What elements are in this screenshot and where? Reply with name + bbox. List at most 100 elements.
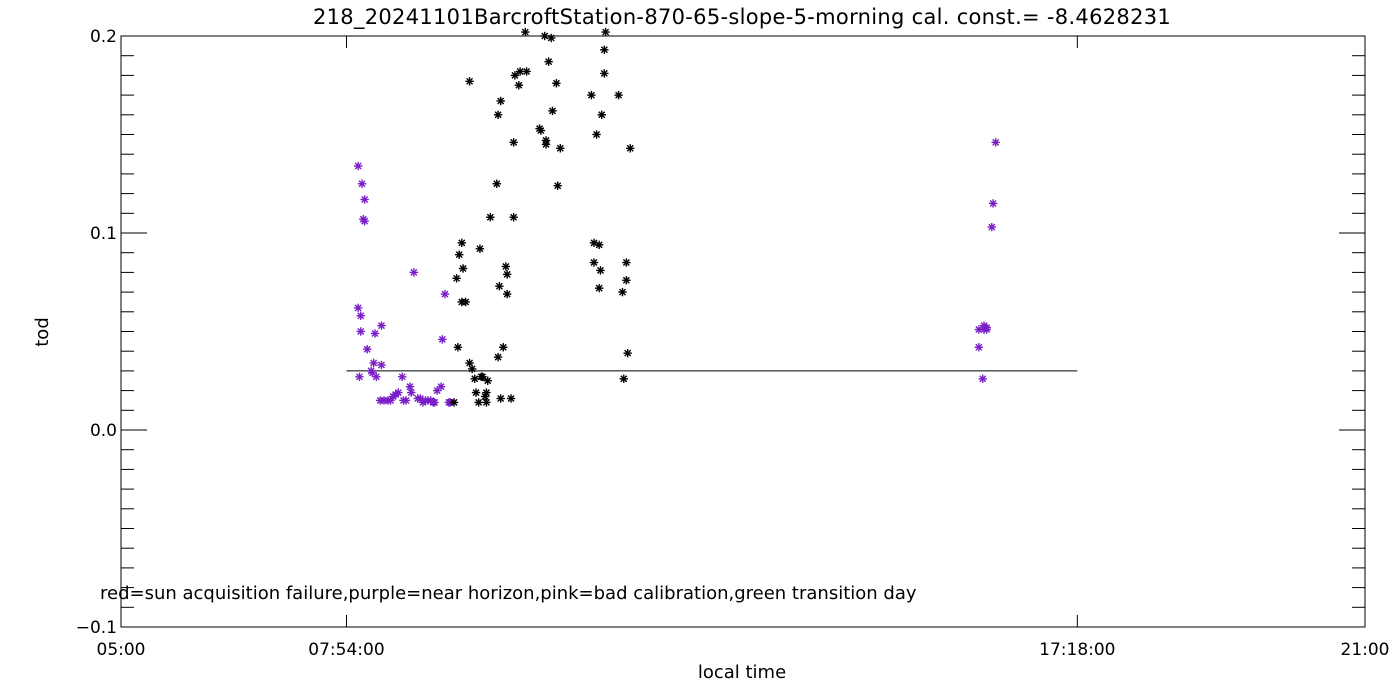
data-point	[600, 69, 609, 78]
data-point-near-horizon	[397, 372, 407, 382]
x-tick-label: 17:18:00	[1039, 640, 1115, 660]
data-point	[589, 258, 599, 267]
data-point	[501, 262, 511, 271]
data-point	[496, 96, 505, 106]
data-point-near-horizon	[368, 368, 377, 378]
data-point-near-horizon	[988, 199, 998, 208]
data-point	[506, 394, 516, 403]
data-point-near-horizon	[377, 360, 386, 370]
data-point	[502, 270, 512, 279]
data-point-near-horizon	[405, 382, 415, 391]
data-point-near-horizon	[409, 268, 419, 277]
data-point-near-horizon	[440, 289, 450, 299]
x-axis-ticks	[120, 36, 1366, 627]
data-point	[540, 31, 549, 41]
data-point-near-horizon	[355, 372, 364, 382]
x-axis-title: local time	[698, 662, 786, 683]
data-point-near-horizon	[430, 398, 439, 407]
data-point	[547, 33, 556, 43]
data-point	[453, 343, 463, 352]
data-point-near-horizon	[369, 358, 378, 368]
data-point	[592, 130, 601, 139]
data-point	[467, 364, 477, 374]
y-tick-label: 0.0	[90, 421, 117, 441]
data-point	[482, 388, 491, 397]
data-point	[514, 81, 524, 90]
data-point	[492, 179, 501, 188]
data-point	[619, 374, 628, 383]
data-point	[493, 110, 503, 119]
data-point	[548, 106, 557, 116]
data-point	[623, 348, 632, 358]
data-point	[455, 250, 464, 259]
data-point	[626, 144, 635, 153]
data-point	[622, 258, 631, 267]
data-point-near-horizon	[407, 388, 416, 397]
data-point	[544, 57, 553, 66]
data-point-near-horizon	[363, 345, 372, 354]
chart-title: 218_20241101BarcroftStation-870-65-slope…	[313, 5, 1171, 30]
data-point	[536, 126, 546, 135]
data-point	[509, 213, 518, 222]
plot-frame	[120, 35, 1366, 628]
data-point	[614, 90, 623, 100]
data-point	[495, 281, 504, 291]
data-point-near-horizon	[370, 329, 380, 338]
data-point-near-horizon	[432, 386, 442, 395]
data-point	[470, 374, 479, 383]
x-tick-label: 05:00	[97, 640, 146, 660]
data-point	[493, 352, 503, 362]
data-point	[499, 343, 508, 352]
data-points	[353, 27, 1000, 407]
data-point	[597, 110, 606, 119]
y-axis-title: tod	[32, 317, 53, 347]
data-point	[601, 27, 610, 37]
data-point	[496, 394, 505, 403]
data-point	[482, 398, 491, 407]
y-axis-tick-labels: −0.1 0.0 0.1 0.2	[76, 27, 117, 638]
data-point	[509, 138, 518, 147]
data-point	[510, 71, 520, 80]
data-point	[553, 181, 562, 190]
data-point	[478, 372, 487, 382]
data-point	[600, 45, 609, 54]
data-point-near-horizon	[436, 382, 446, 391]
data-point	[474, 398, 483, 407]
data-point	[465, 77, 474, 86]
data-point	[522, 67, 531, 76]
data-point-near-horizon	[991, 138, 1000, 147]
data-point	[486, 213, 495, 222]
data-point	[594, 240, 604, 250]
data-point	[541, 140, 551, 149]
x-axis-tick-labels: 05:00 07:54:00 17:18:00 21:00	[97, 640, 1390, 660]
data-point-near-horizon	[982, 325, 991, 334]
data-point-near-horizon	[353, 303, 363, 313]
data-point-near-horizon	[356, 311, 365, 320]
data-point	[457, 238, 467, 248]
data-point	[556, 144, 565, 153]
data-point-near-horizon	[353, 161, 363, 171]
plot-border	[120, 35, 1366, 628]
data-point	[452, 274, 461, 283]
data-point-near-horizon	[978, 374, 987, 383]
data-point-near-horizon	[394, 388, 403, 397]
data-point-near-horizon	[401, 396, 411, 405]
data-point-near-horizon	[974, 343, 984, 352]
data-point	[521, 27, 530, 37]
data-point	[596, 266, 605, 275]
y-tick-label: −0.1	[76, 618, 117, 638]
data-point	[449, 398, 459, 407]
data-point-near-horizon	[357, 179, 367, 188]
data-point	[458, 264, 468, 273]
data-point-near-horizon	[438, 335, 447, 344]
x-tick-label: 21:00	[1341, 640, 1390, 660]
data-point	[475, 244, 485, 253]
y-tick-label: 0.1	[90, 224, 117, 244]
y-axis-ticks	[121, 35, 1365, 628]
data-point	[587, 90, 596, 100]
data-point	[471, 388, 481, 397]
data-point	[594, 283, 604, 293]
data-point-near-horizon	[360, 195, 369, 204]
x-tick-label: 07:54:00	[308, 640, 384, 660]
